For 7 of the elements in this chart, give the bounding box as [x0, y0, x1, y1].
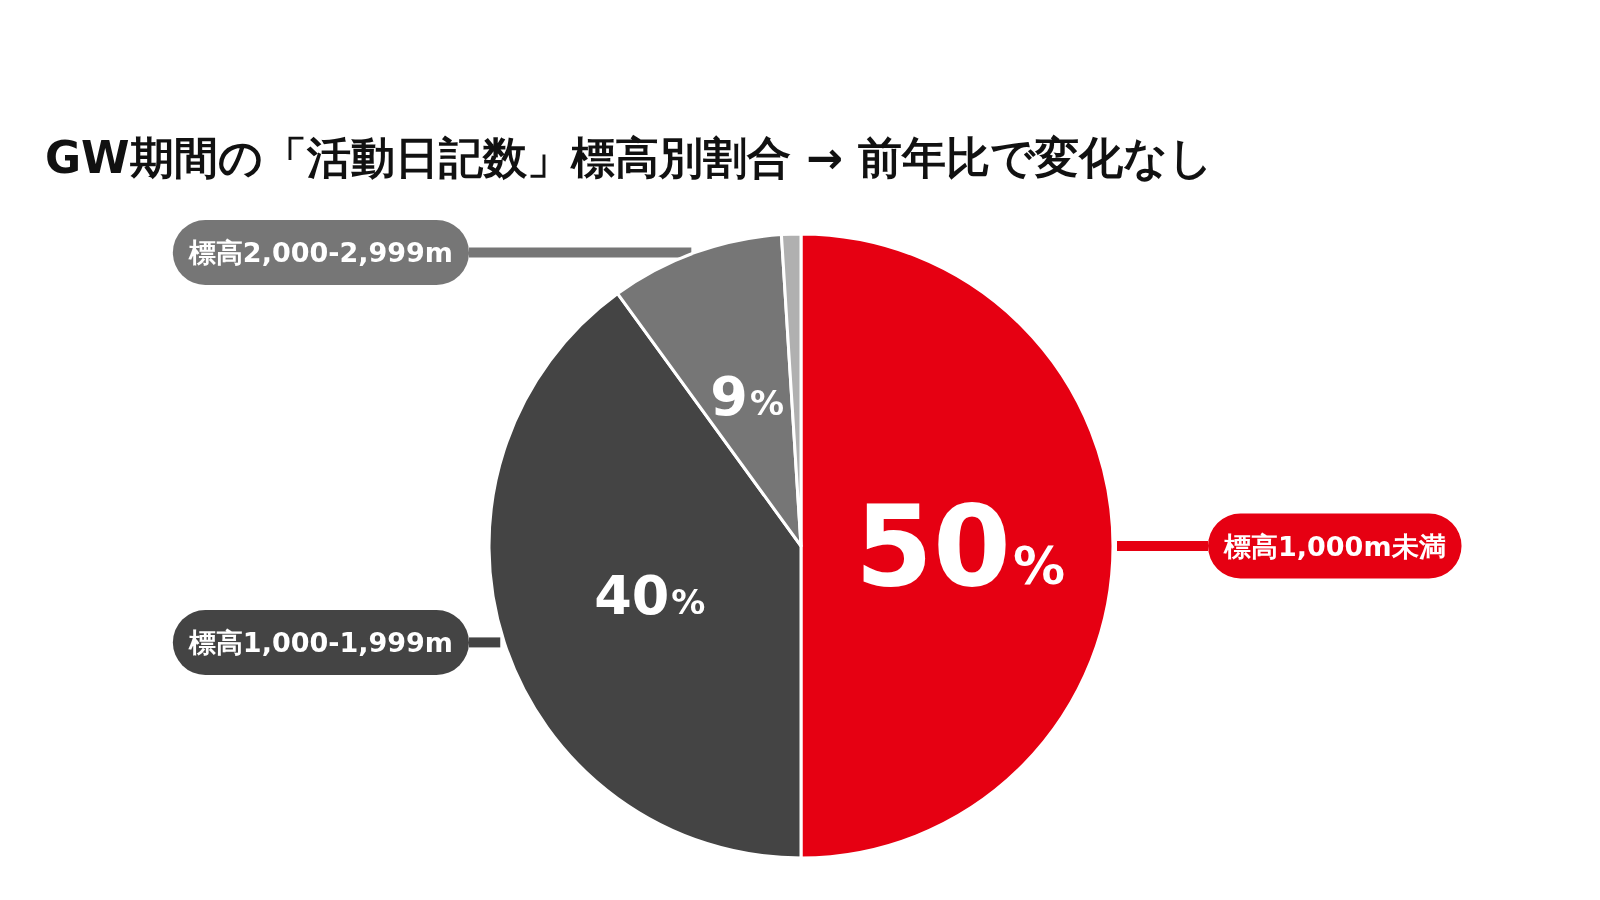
data-label: 9% [710, 364, 784, 428]
slice-label: 標高2,000-2,999m [187, 236, 453, 268]
chart-title: GW期間の「活動日記数」標高別割合 → 前年比で変化なし [45, 131, 1214, 183]
data-label: 40% [594, 563, 706, 627]
slice-label: 標高1,000m未満 [1223, 530, 1446, 562]
slice-label: 標高1,000-1,999m [187, 626, 453, 658]
data-label: 50% [855, 481, 1065, 611]
